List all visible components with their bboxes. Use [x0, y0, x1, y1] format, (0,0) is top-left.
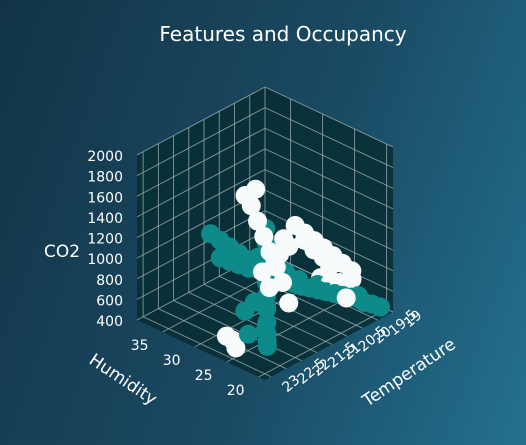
data-points — [201, 179, 391, 358]
scatter-point — [279, 293, 299, 313]
x-tick-label: 35 — [131, 338, 149, 354]
scatter-point — [273, 273, 293, 293]
z-tick-label: 400 — [96, 314, 123, 330]
scatter-point — [260, 242, 280, 262]
x-axis-label: Humidity — [85, 350, 160, 410]
scatter-point — [371, 297, 391, 317]
chart-title: Features and Occupancy — [159, 22, 406, 46]
scatter-point — [254, 226, 274, 246]
grid-line-co2 — [264, 148, 394, 210]
scatter-point — [238, 324, 258, 344]
grid-line-co2 — [264, 189, 394, 251]
z-tick-label: 1000 — [87, 252, 123, 268]
scatter-point — [257, 336, 277, 356]
grid-line-temperature — [173, 300, 302, 361]
z-tick-label: 1600 — [87, 190, 123, 206]
x-tick-label: 30 — [163, 353, 181, 369]
grid-line-temperature — [142, 316, 272, 378]
z-tick-label: 1800 — [87, 170, 123, 186]
z-tick-label: 800 — [96, 273, 123, 289]
scatter-point — [241, 196, 261, 216]
grid-line-co2 — [264, 86, 394, 148]
scatter-point — [266, 257, 286, 277]
scatter-point — [274, 229, 294, 249]
grid-line-co2 — [264, 127, 394, 189]
x-tick-label: 20 — [227, 383, 245, 399]
grid-line-co2 — [264, 169, 394, 230]
scatter-point — [336, 288, 356, 308]
x-tick-label: 25 — [195, 368, 213, 384]
z-axis-label: CO2 — [44, 242, 80, 262]
scatter-point — [342, 269, 362, 289]
grid-line-co2 — [264, 107, 394, 169]
scatter-point — [226, 338, 246, 358]
z-tick-label: 2000 — [87, 149, 123, 165]
z-tick-label: 1200 — [87, 232, 123, 248]
z-tick-label: 600 — [96, 293, 123, 309]
z-tick-label: 1400 — [87, 211, 123, 227]
scatter-point — [244, 292, 264, 312]
grid-line-temperature — [188, 292, 318, 353]
scatter-point — [248, 211, 268, 231]
